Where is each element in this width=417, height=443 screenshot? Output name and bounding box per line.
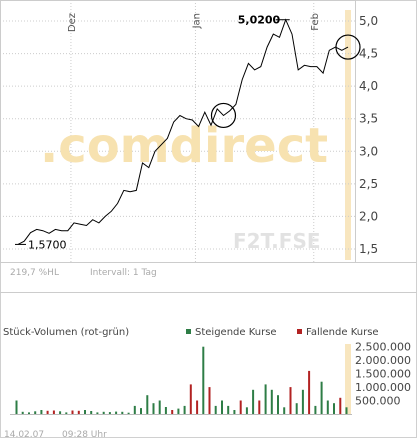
volume-bar xyxy=(121,411,124,414)
volume-bar xyxy=(301,389,304,414)
volume-y-tick-label: 500.000 xyxy=(355,395,401,408)
volume-bar xyxy=(277,395,279,414)
volume-bar xyxy=(289,387,292,414)
volume-bar xyxy=(140,408,142,414)
volume-y-tick-label: 2.000.000 xyxy=(355,354,411,367)
volume-bar xyxy=(326,400,329,414)
volume-y-tick-label: 1.000.000 xyxy=(355,381,411,394)
volume-bar xyxy=(183,405,186,414)
price-y-tick-label: 2,5 xyxy=(359,177,378,191)
volume-bar xyxy=(59,411,62,414)
volume-bars xyxy=(15,346,348,414)
volume-today-highlight xyxy=(345,344,351,414)
highlight-circle-january xyxy=(210,102,237,129)
volume-bar xyxy=(65,412,68,414)
volume-bar xyxy=(171,410,174,414)
volume-bar xyxy=(345,407,348,414)
volume-bar xyxy=(264,384,267,414)
volume-bar xyxy=(158,400,161,414)
high-value-label: 5,0200 xyxy=(238,14,281,27)
volume-bar xyxy=(245,407,248,414)
legend-down-label: Fallende Kurse xyxy=(306,327,379,338)
volume-bar xyxy=(34,411,37,414)
price-series-line xyxy=(17,18,349,245)
volume-bar xyxy=(283,407,286,414)
volume-panel-title: Stück-Volumen (rot-grün) xyxy=(3,327,130,338)
change-percent: 219,7 %HL xyxy=(10,268,59,278)
volume-bar xyxy=(239,400,242,414)
volume-bar xyxy=(314,405,317,414)
volume-bar xyxy=(258,400,261,414)
volume-bar xyxy=(84,410,86,414)
volume-bar xyxy=(295,403,298,414)
volume-bar xyxy=(177,408,180,414)
volume-bar xyxy=(208,387,211,414)
volume-bar xyxy=(164,407,167,414)
highlight-circle-latest xyxy=(335,34,361,60)
volume-bar xyxy=(189,384,192,414)
legend-up-label: Steigende Kurse xyxy=(195,327,277,338)
volume-bar xyxy=(339,397,342,414)
price-x-tick-label: Jan xyxy=(191,13,202,29)
volume-bar xyxy=(214,405,217,414)
volume-bar xyxy=(146,395,149,414)
price-x-axis: Dez Jan Feb xyxy=(67,13,321,32)
volume-bar xyxy=(115,411,118,414)
volume-bar xyxy=(270,389,273,414)
symbol-watermark: F2T.FSE xyxy=(233,229,321,253)
price-y-tick-label: 2,0 xyxy=(359,209,378,223)
footer-time: 09:28 Uhr xyxy=(62,430,107,440)
price-y-tick-label: 4,0 xyxy=(359,79,378,93)
volume-bar xyxy=(96,412,99,414)
price-x-tick-label: Dez xyxy=(67,13,78,32)
price-x-tick-label: Feb xyxy=(310,13,321,31)
volume-bar xyxy=(333,403,335,414)
volume-bar xyxy=(90,411,93,414)
volume-y-tick-label: 1.500.000 xyxy=(355,368,411,381)
price-y-axis: 1,5 2,0 2,5 3,0 3,5 4,0 4,5 5,0 xyxy=(359,14,378,256)
volume-bar xyxy=(46,410,49,414)
legend-up: Steigende Kurse xyxy=(186,327,277,338)
comdirect-watermark: .comdirect xyxy=(40,118,328,174)
volume-bar xyxy=(71,410,74,414)
volume-bar xyxy=(127,412,130,414)
volume-bar xyxy=(221,400,223,414)
volume-bar xyxy=(152,403,155,414)
volume-bar xyxy=(28,412,30,414)
price-today-highlight xyxy=(345,10,351,260)
volume-bar xyxy=(40,410,43,414)
volume-bar xyxy=(15,400,18,414)
legend-down: Fallende Kurse xyxy=(297,327,379,338)
volume-bar xyxy=(196,400,199,414)
volume-bar xyxy=(21,411,24,414)
volume-bar xyxy=(77,410,80,414)
start-value-label: 1,5700 xyxy=(28,238,67,251)
volume-bar xyxy=(52,410,55,414)
volume-y-tick-label: 2.500.000 xyxy=(355,341,411,354)
legend-down-swatch xyxy=(297,329,302,334)
interval-label: Intervall: 1 Tag xyxy=(90,268,157,278)
volume-bar xyxy=(227,405,230,414)
volume-bar xyxy=(320,381,323,414)
legend-up-swatch xyxy=(186,329,191,334)
price-y-tick-label: 4,5 xyxy=(359,47,378,61)
volume-bar xyxy=(233,410,236,414)
footer-date: 14.02.07 xyxy=(4,430,45,440)
volume-bar xyxy=(252,389,255,414)
volume-bar xyxy=(133,405,136,414)
price-y-tick-label: 5,0 xyxy=(359,14,378,28)
volume-bar xyxy=(102,411,105,414)
volume-bar xyxy=(308,370,311,414)
volume-bar xyxy=(202,346,205,414)
volume-bar xyxy=(108,412,111,414)
volume-y-axis: 500.0001.000.0001.500.0002.000.0002.500.… xyxy=(355,341,411,408)
price-y-tick-label: 3,5 xyxy=(359,112,378,126)
price-y-tick-label: 3,0 xyxy=(359,144,378,158)
price-y-tick-label: 1,5 xyxy=(359,242,378,256)
